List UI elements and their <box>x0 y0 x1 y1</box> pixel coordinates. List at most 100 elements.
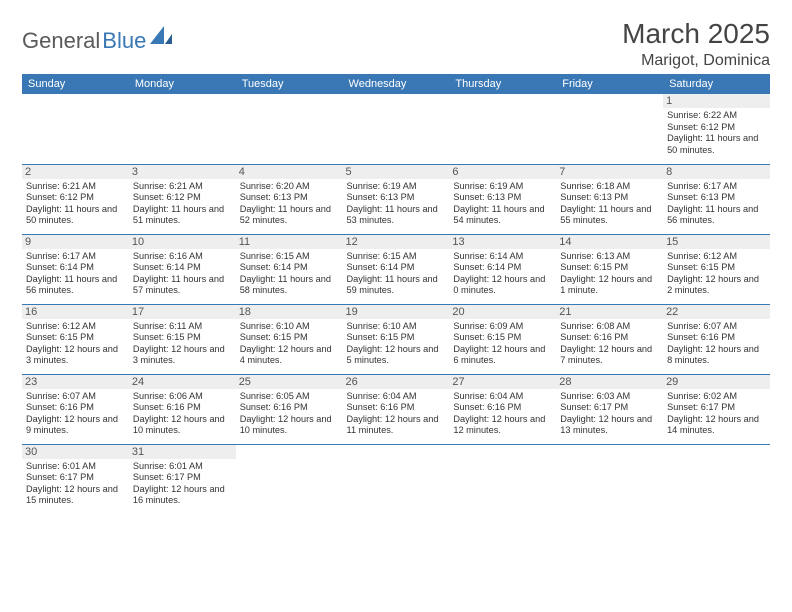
day-number: 1 <box>663 94 770 108</box>
calendar-cell: 15 Sunrise: 6:12 AMSunset: 6:15 PMDayligh… <box>663 234 770 304</box>
calendar-cell: 28Sunrise: 6:03 AMSunset: 6:17 PMDayligh… <box>556 374 663 444</box>
calendar-cell: 4Sunrise: 6:20 AMSunset: 6:13 PMDaylight… <box>236 164 343 234</box>
calendar-cell: 22 Sunrise: 6:07 AMSunset: 6:16 PMDayligh… <box>663 304 770 374</box>
day-info: Sunrise: 6:12 AMSunset: 6:15 PMDaylight:… <box>26 321 125 367</box>
day-info: Sunrise: 6:04 AMSunset: 6:16 PMDaylight:… <box>453 391 552 437</box>
day-number: 22 <box>663 305 770 319</box>
day-number: 5 <box>343 165 450 179</box>
calendar-cell: 16 Sunrise: 6:12 AMSunset: 6:15 PMDayligh… <box>22 304 129 374</box>
day-info: Sunrise: 6:05 AMSunset: 6:16 PMDaylight:… <box>240 391 339 437</box>
day-info: Sunrise: 6:12 AMSunset: 6:15 PMDaylight:… <box>667 251 766 297</box>
calendar-cell <box>556 94 663 164</box>
day-number: 14 <box>556 235 663 249</box>
calendar-cell <box>129 94 236 164</box>
day-info: Sunrise: 6:16 AMSunset: 6:14 PMDaylight:… <box>133 251 232 297</box>
day-info: Sunrise: 6:10 AMSunset: 6:15 PMDaylight:… <box>347 321 446 367</box>
calendar-cell: 29 Sunrise: 6:02 AMSunset: 6:17 PMDayligh… <box>663 374 770 444</box>
day-number: 11 <box>236 235 343 249</box>
weekday-header: Thursday <box>449 74 556 94</box>
brand-text-blue: Blue <box>102 28 146 54</box>
calendar-cell: 27 Sunrise: 6:04 AMSunset: 6:16 PMDayligh… <box>449 374 556 444</box>
day-info: Sunrise: 6:19 AMSunset: 6:13 PMDaylight:… <box>347 181 446 227</box>
day-info: Sunrise: 6:08 AMSunset: 6:16 PMDaylight:… <box>560 321 659 367</box>
weekday-header: Monday <box>129 74 236 94</box>
day-info: Sunrise: 6:15 AMSunset: 6:14 PMDaylight:… <box>240 251 339 297</box>
calendar-cell: 17Sunrise: 6:11 AMSunset: 6:15 PMDayligh… <box>129 304 236 374</box>
day-number: 31 <box>129 445 236 459</box>
calendar-cell <box>22 94 129 164</box>
weekday-header: Tuesday <box>236 74 343 94</box>
day-number: 7 <box>556 165 663 179</box>
day-info: Sunrise: 6:04 AMSunset: 6:16 PMDaylight:… <box>347 391 446 437</box>
weekday-header: Saturday <box>663 74 770 94</box>
calendar-cell: 11 Sunrise: 6:15 AMSunset: 6:14 PMDayligh… <box>236 234 343 304</box>
day-number: 26 <box>343 375 450 389</box>
page-header: General Blue March 2025 Marigot, Dominic… <box>22 18 770 70</box>
day-number: 30 <box>22 445 129 459</box>
day-number: 18 <box>236 305 343 319</box>
day-number: 29 <box>663 375 770 389</box>
calendar-table: SundayMondayTuesdayWednesdayThursdayFrid… <box>22 74 770 514</box>
day-info: Sunrise: 6:13 AMSunset: 6:15 PMDaylight:… <box>560 251 659 297</box>
calendar-cell: 7 Sunrise: 6:18 AMSunset: 6:13 PMDaylight… <box>556 164 663 234</box>
brand-logo: General Blue <box>22 26 172 55</box>
title-block: March 2025 Marigot, Dominica <box>622 18 770 70</box>
day-number: 28 <box>556 375 663 389</box>
calendar-cell: 31Sunrise: 6:01 AMSunset: 6:17 PMDayligh… <box>129 444 236 514</box>
day-info: Sunrise: 6:21 AMSunset: 6:12 PMDaylight:… <box>133 181 232 227</box>
calendar-cell <box>663 444 770 514</box>
day-number: 27 <box>449 375 556 389</box>
day-info: Sunrise: 6:18 AMSunset: 6:13 PMDaylight:… <box>560 181 659 227</box>
day-number: 6 <box>449 165 556 179</box>
calendar-cell: 23 Sunrise: 6:07 AMSunset: 6:16 PMDayligh… <box>22 374 129 444</box>
day-number: 16 <box>22 305 129 319</box>
day-info: Sunrise: 6:07 AMSunset: 6:16 PMDaylight:… <box>667 321 766 367</box>
day-info: Sunrise: 6:20 AMSunset: 6:13 PMDaylight:… <box>240 181 339 227</box>
calendar-cell <box>236 94 343 164</box>
calendar-cell: 12Sunrise: 6:15 AMSunset: 6:14 PMDayligh… <box>343 234 450 304</box>
calendar-cell: 5 Sunrise: 6:19 AMSunset: 6:13 PMDaylight… <box>343 164 450 234</box>
calendar-cell: 18 Sunrise: 6:10 AMSunset: 6:15 PMDayligh… <box>236 304 343 374</box>
day-number: 15 <box>663 235 770 249</box>
day-number: 2 <box>22 165 129 179</box>
calendar-cell <box>556 444 663 514</box>
calendar-cell <box>449 94 556 164</box>
calendar-head: SundayMondayTuesdayWednesdayThursdayFrid… <box>22 74 770 94</box>
month-title: March 2025 <box>622 18 770 50</box>
calendar-cell: 13 Sunrise: 6:14 AMSunset: 6:14 PMDayligh… <box>449 234 556 304</box>
calendar-cell: 8Sunrise: 6:17 AMSunset: 6:13 PMDaylight… <box>663 164 770 234</box>
calendar-cell: 30 Sunrise: 6:01 AMSunset: 6:17 PMDayligh… <box>22 444 129 514</box>
brand-text-general: General <box>22 28 100 54</box>
day-number: 3 <box>129 165 236 179</box>
calendar-cell: 25Sunrise: 6:05 AMSunset: 6:16 PMDayligh… <box>236 374 343 444</box>
day-number: 17 <box>129 305 236 319</box>
day-number: 20 <box>449 305 556 319</box>
calendar-cell: 2Sunrise: 6:21 AMSunset: 6:12 PMDaylight… <box>22 164 129 234</box>
calendar-body: 1 Sunrise: 6:22 AMSunset: 6:12 PMDaylight… <box>22 94 770 514</box>
calendar-cell: 21Sunrise: 6:08 AMSunset: 6:16 PMDayligh… <box>556 304 663 374</box>
weekday-header: Wednesday <box>343 74 450 94</box>
weekday-header: Friday <box>556 74 663 94</box>
day-number: 19 <box>343 305 450 319</box>
day-number: 13 <box>449 235 556 249</box>
calendar-cell <box>449 444 556 514</box>
day-info: Sunrise: 6:01 AMSunset: 6:17 PMDaylight:… <box>26 461 125 507</box>
calendar-cell <box>343 444 450 514</box>
calendar-cell: 26 Sunrise: 6:04 AMSunset: 6:16 PMDayligh… <box>343 374 450 444</box>
calendar-cell: 6Sunrise: 6:19 AMSunset: 6:13 PMDaylight… <box>449 164 556 234</box>
location-label: Marigot, Dominica <box>622 52 770 70</box>
calendar-cell: 14 Sunrise: 6:13 AMSunset: 6:15 PMDayligh… <box>556 234 663 304</box>
day-info: Sunrise: 6:07 AMSunset: 6:16 PMDaylight:… <box>26 391 125 437</box>
calendar-cell: 10 Sunrise: 6:16 AMSunset: 6:14 PMDayligh… <box>129 234 236 304</box>
day-info: Sunrise: 6:02 AMSunset: 6:17 PMDaylight:… <box>667 391 766 437</box>
day-info: Sunrise: 6:14 AMSunset: 6:14 PMDaylight:… <box>453 251 552 297</box>
day-number: 23 <box>22 375 129 389</box>
calendar-cell: 20Sunrise: 6:09 AMSunset: 6:15 PMDayligh… <box>449 304 556 374</box>
day-info: Sunrise: 6:17 AMSunset: 6:13 PMDaylight:… <box>667 181 766 227</box>
day-number: 12 <box>343 235 450 249</box>
day-number: 9 <box>22 235 129 249</box>
calendar-cell: 1 Sunrise: 6:22 AMSunset: 6:12 PMDaylight… <box>663 94 770 164</box>
day-number: 10 <box>129 235 236 249</box>
day-info: Sunrise: 6:22 AMSunset: 6:12 PMDaylight:… <box>667 110 766 156</box>
day-info: Sunrise: 6:10 AMSunset: 6:15 PMDaylight:… <box>240 321 339 367</box>
